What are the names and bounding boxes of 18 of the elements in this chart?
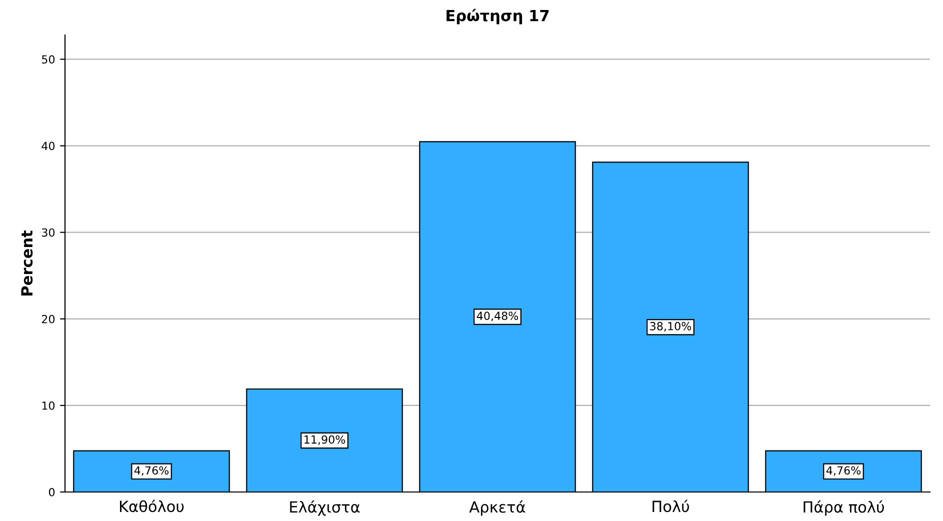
y-tick-label: 20 [42, 314, 55, 324]
x-tick-label: Πάρα πολύ [804, 500, 884, 516]
data-label: 38,10% [650, 322, 692, 332]
data-label: 4,76% [134, 466, 169, 476]
chart-title: Ερώτηση 17 [446, 8, 549, 24]
y-tick-label: 10 [42, 401, 55, 410]
data-label: 40,48% [476, 312, 518, 322]
x-tick-label: Ελάχιστα [290, 500, 360, 516]
data-label: 11,90% [304, 435, 346, 445]
y-tick-label: 40 [42, 142, 55, 150]
x-tick-label: Καθόλου [120, 500, 184, 512]
data-label: 4,76% [826, 466, 861, 476]
x-tick-label: Πολύ [652, 500, 689, 512]
y-axis-title: Percent [21, 230, 33, 296]
y-tick-label: 30 [42, 228, 55, 237]
x-tick-label: Αρκετά [469, 500, 526, 516]
y-tick-label: 0 [48, 488, 55, 496]
y-tick-label: 50 [42, 55, 55, 64]
